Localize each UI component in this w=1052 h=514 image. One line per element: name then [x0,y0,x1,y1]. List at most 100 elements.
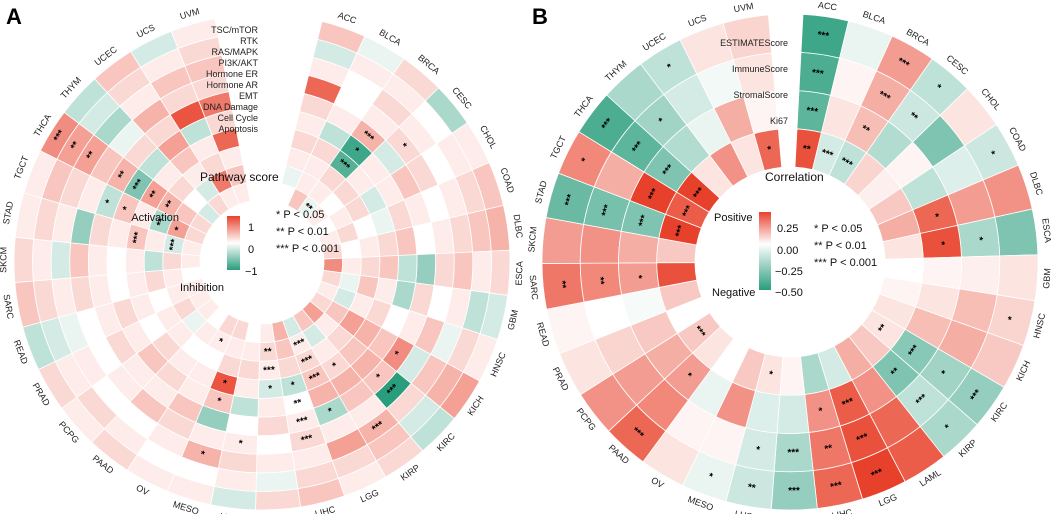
panel-b-row-label-3: Ki67 [770,116,788,126]
panel-b-cancer-label-blca: BLCA [861,9,886,26]
panel-a-cell-luad-2 [256,451,296,474]
panel-a-row-label-8: Cell Cycle [217,113,258,123]
panel-a-cancer-label-lgg: LGG [359,487,380,504]
panel-a-legend-top-label: Activation [131,212,179,224]
panel-b-sig-kirc-1: * [940,369,951,379]
panel-a-rings [13,18,511,511]
panel-a-cell-skcm-8 [162,251,183,271]
panel-b-sig-hnsc-0: * [1006,315,1018,322]
panel-a-sig-kirc-4: * [374,372,385,383]
panel-b-cancer-label-skcm: SKCM [526,226,538,253]
panel-b-cancer-label-gbm: GBM [1041,268,1052,289]
panel-b-sig-esca-1: * [973,236,984,241]
panel-a-sig-ov-8: * [216,336,225,348]
panel-a-cancer-label-dlbc: DLBC [512,214,525,240]
panel-a-cancer-label-stad: STAD [1,200,15,225]
panel-b-significance-marks: ****************************************… [556,30,1018,497]
panel-a-cell-lusc-5 [229,394,259,418]
panel-a-sig-lgg-4: * [327,406,335,418]
panel-a-legend: Pathway score Activation Inhibition 1 0 … [131,170,339,294]
panel-a-sig-lgg-7: *** [300,354,315,369]
panel-b-sig-tgct-3: *** [681,204,696,219]
panel-a-cell-skcm-0 [13,236,35,283]
panel-a-sig-thca-0: *** [52,128,68,144]
panel-a-sig-meso-2: * [199,449,206,461]
panel-b-sig-lgg-1: *** [855,431,870,446]
panel-a-row-label-3: PI3K/AKT [218,58,258,68]
panel-b-cancer-label-esca: ESCA [1040,218,1052,244]
panel-a-cell-luad-4 [257,414,290,436]
panel-a-row-label-0: TSC/mTOR [211,25,258,35]
panel-b-cell-gbm-0 [996,254,1039,302]
panel-a-row-label-1: RTK [240,36,258,46]
panel-a-cell-lusc-6 [233,376,260,399]
panel-b-sig-thym-1: * [657,116,667,127]
panel-b-sig-lusc-1: * [755,445,761,457]
panel-b-cancer-label-lihc: LIHC [831,507,854,514]
panel-a-row-label-9: Apoptosis [218,124,258,134]
panel-a-cell-esca-7 [359,255,381,279]
panel-a-cell-luad-0 [255,488,302,511]
panel-b-sig-lihc-0: *** [830,480,844,493]
panel-a-sig-stad-8: *** [168,238,181,252]
panel-b-sig-coad-0: * [985,149,997,158]
panel-a-cell-luad-1 [255,469,299,492]
panel-a-sig-cesc-3: * [398,141,409,151]
panel-a-cancer-label-uvm: UVM [179,6,201,21]
panel-a-cell-skcm-6 [125,247,146,274]
panel-b-sig-tgct-2: *** [646,187,661,202]
panel-a-sig-lihc-3: *** [300,433,314,447]
panel-b-cancer-label-acc: ACC [817,0,838,13]
panel-b-tick-neg050: −0.50 [775,287,803,299]
panel-b-sig-acc-3: ** [802,144,811,156]
panel-b-sig-sarc-0: ** [556,280,568,289]
panel-a-cancer-label-lusc: LUSC [219,511,245,514]
panel-b-sig-lgg-0: *** [870,467,885,482]
panel-a-sig-lihc-6: * [290,380,297,392]
panel-a-legend-bottom-label: Inhibition [180,282,224,294]
panel-b-cell-gbm-1 [958,255,1001,296]
panel-b-cancer-label-uvm: UVM [733,1,754,14]
panel-a-cell-skcm-9 [181,253,201,270]
panel-a-sig-lihc-5: ** [293,397,303,410]
panel-b-sig-cesc-0: * [933,82,943,93]
panel-b-tick-000: 0.00 [777,245,798,257]
panel-b-sig-stad-3: *** [674,224,688,238]
panel-b-sig-blca-3: *** [820,147,835,161]
panel-b-sig-stad-2: *** [637,214,651,228]
panel-a-cancer-label-gbm: GBM [506,309,520,331]
panel-a-cancer-label-esca: ESCA [514,261,525,286]
panel-a-tick-1: 1 [248,222,254,234]
panel-a-sig-thca-5: *** [131,177,147,193]
panel-a-cancer-label-ov: OV [134,482,150,497]
panel-a-sig-lgg-8: *** [292,337,307,352]
panel-b-sig-brca-1: *** [876,89,892,104]
panel-b-sig-tgct-0: * [580,156,592,164]
panel-b-legend: Correlation Positive Negative 0.25 0.00 … [712,170,877,299]
panel-a-sig-luad-6: * [268,384,273,395]
panel-a-cell-skcm-3 [69,242,90,279]
panel-a-cell-dlbc-7 [358,234,381,258]
panel-b-cancer-label-read: READ [535,321,552,348]
panel-b-cancer-label-dlbc: DLBC [1028,171,1045,197]
panel-b-cell-esca-0 [994,208,1039,257]
panel-b-sig-brca-3: *** [838,156,854,171]
panel-b-sig-sarc-2: * [632,275,643,280]
panel-b-cancer-label-stad: STAD [533,179,549,205]
panel-b-sig-lusc-3: * [768,369,774,381]
panel-b-cell-luad-3 [779,355,806,396]
panel-b-sig-lusc-0: ** [747,482,757,494]
panel-b-sig-lihc-1: ** [824,443,834,455]
panel-a-row-label-5: Hormone AR [206,80,258,90]
panel-b-sig-paad-2: * [683,371,693,382]
panel-a-tick-neg1: −1 [245,266,258,278]
panel-b-legend-title: Correlation [765,170,824,184]
panel-b-sig-brca-0: *** [895,56,911,71]
panel-a-sig-luad-7: *** [263,365,275,377]
panel-b-cancer-label-lusc: LUSC [734,509,760,514]
panel-a-sig-meso-6: * [221,378,228,390]
panel-a-sig-2: ** P < 0.01 [276,226,329,238]
panel-a-sig-luad-8: ** [264,346,273,357]
panel-b-cancer-label-ucs: UCS [687,12,708,28]
panel-a-row-label-7: DNA Damage [203,102,258,112]
